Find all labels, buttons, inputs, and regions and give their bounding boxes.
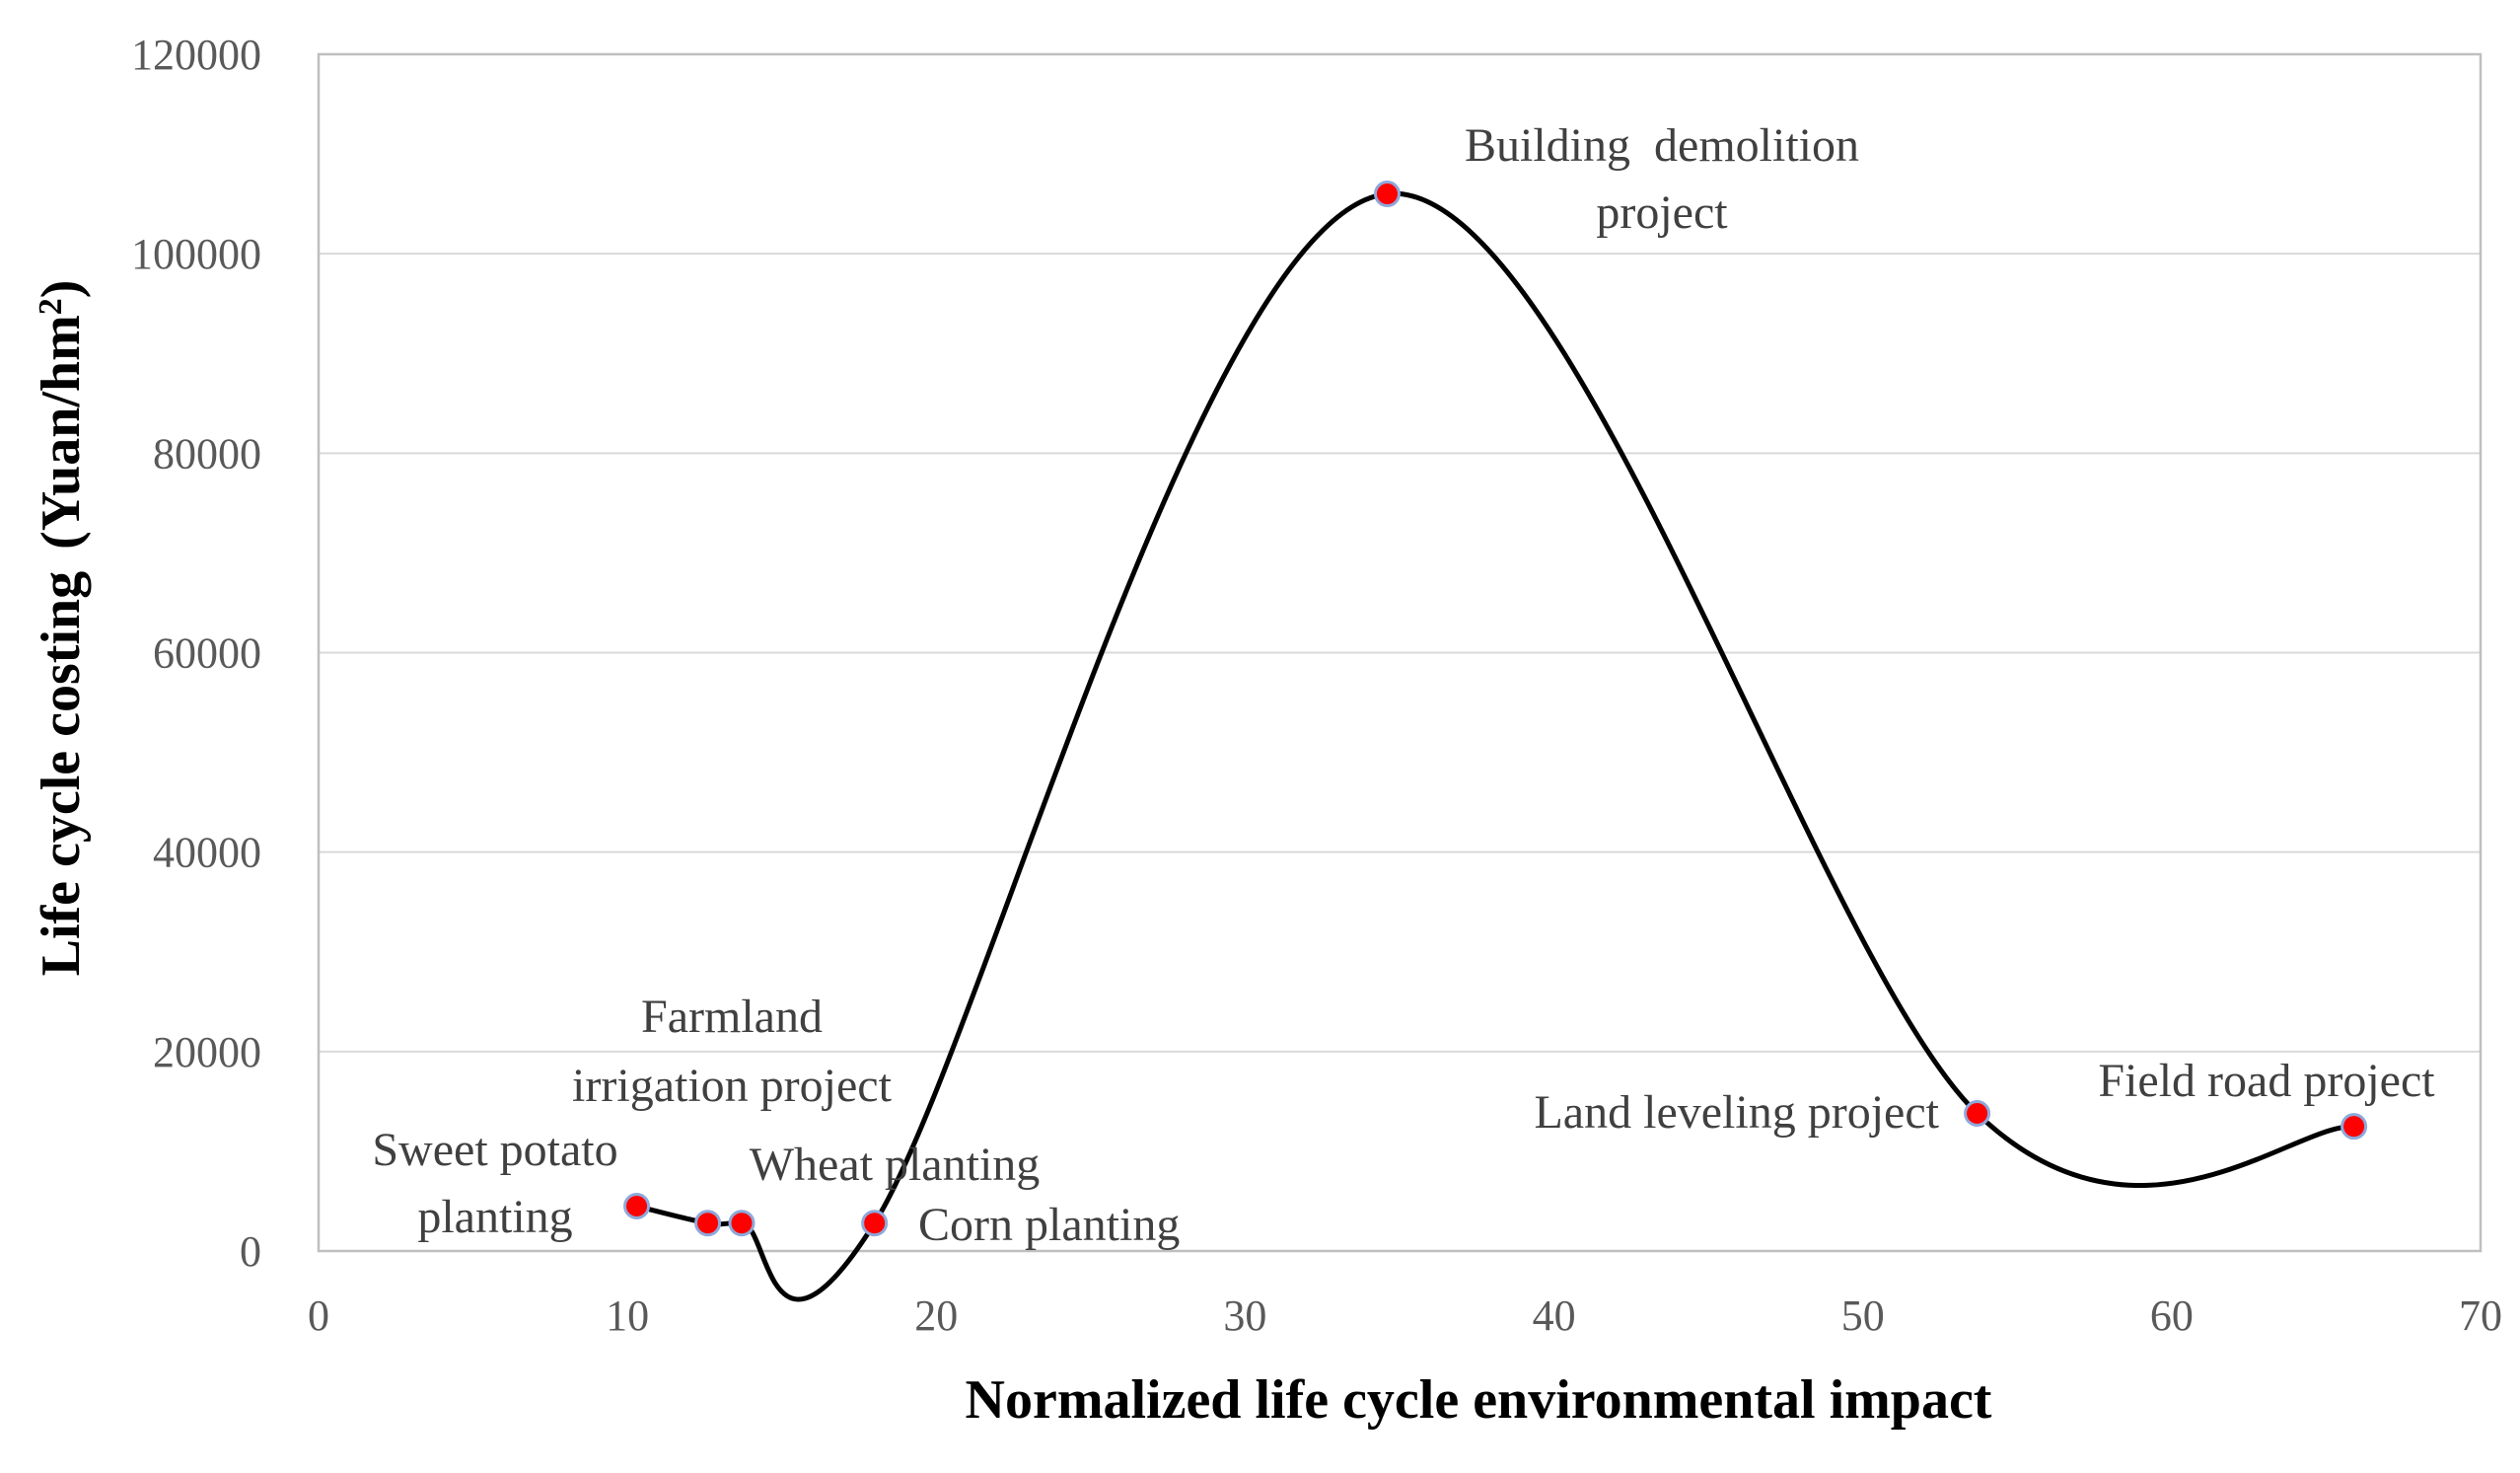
point-label-line: planting [417, 1191, 572, 1243]
gridlines [319, 253, 2481, 1053]
y-tick-label: 100000 [131, 230, 261, 278]
x-tick-label: 30 [1223, 1291, 1266, 1340]
data-point-marker [1964, 1100, 1991, 1128]
point-label: Land leveling project [1534, 1086, 1939, 1139]
x-tick-label: 0 [308, 1291, 329, 1340]
data-point-marker [2340, 1113, 2368, 1141]
axis-tick-labels: 0 20000 40000 60000 80000 100000 120000 0 10 20 30… [131, 31, 2502, 1340]
x-tick-label: 10 [606, 1291, 649, 1340]
y-tick-label: 40000 [153, 829, 261, 877]
data-point-marker [1373, 181, 1401, 208]
y-tick-label: 0 [240, 1227, 261, 1276]
point-label-line: Farmland [641, 991, 823, 1043]
point-label-line: Sweet potato [372, 1124, 617, 1176]
x-axis-title: Normalized life cycle environmental impa… [966, 1369, 1992, 1431]
data-point-marker [694, 1210, 722, 1237]
y-axis-title-unit-sup: 2 [33, 298, 69, 315]
y-axis-title-main: Life cycle costing [31, 571, 92, 977]
point-label: Field road project [2098, 1055, 2435, 1107]
plot-area-border [317, 52, 2483, 1253]
point-label-line: project [1596, 186, 1728, 239]
y-tick-label: 120000 [131, 31, 261, 79]
y-axis-title-unit: (Yuan/hm [31, 315, 92, 550]
point-labels: Sweet potato planting Farmland irrigation p… [372, 119, 2435, 1251]
x-tick-label: 50 [1841, 1291, 1885, 1340]
data-point-marker [623, 1193, 651, 1220]
x-tick-label: 20 [914, 1291, 958, 1340]
point-label-line: irrigation project [572, 1060, 893, 1112]
y-tick-label: 60000 [153, 629, 261, 678]
data-markers [623, 181, 2368, 1237]
x-tick-label: 40 [1533, 1291, 1576, 1340]
data-point-marker [728, 1210, 756, 1237]
data-point-marker [861, 1210, 889, 1237]
point-label: Farmland irrigation project [572, 991, 893, 1112]
point-label-line: Building demolition [1465, 119, 1859, 172]
point-label: Sweet potato planting [372, 1124, 617, 1243]
y-axis-title-unit-close: ) [31, 280, 92, 299]
point-label-line: Field road project [2098, 1055, 2435, 1107]
point-label-line: Corn planting [918, 1199, 1180, 1251]
y-tick-label: 80000 [153, 429, 261, 478]
y-axis-title: Life cycle costing (Yuan/hm2) [31, 280, 92, 977]
x-tick-label: 70 [2459, 1291, 2502, 1340]
point-label: Wheat planting [750, 1139, 1041, 1191]
point-label-line: Wheat planting [750, 1139, 1041, 1191]
point-label-line: Land leveling project [1534, 1086, 1939, 1139]
x-tick-label: 60 [2150, 1291, 2194, 1340]
y-tick-label: 20000 [153, 1028, 261, 1076]
point-label: Corn planting [918, 1199, 1180, 1251]
point-label: Building demolition project [1465, 119, 1859, 239]
